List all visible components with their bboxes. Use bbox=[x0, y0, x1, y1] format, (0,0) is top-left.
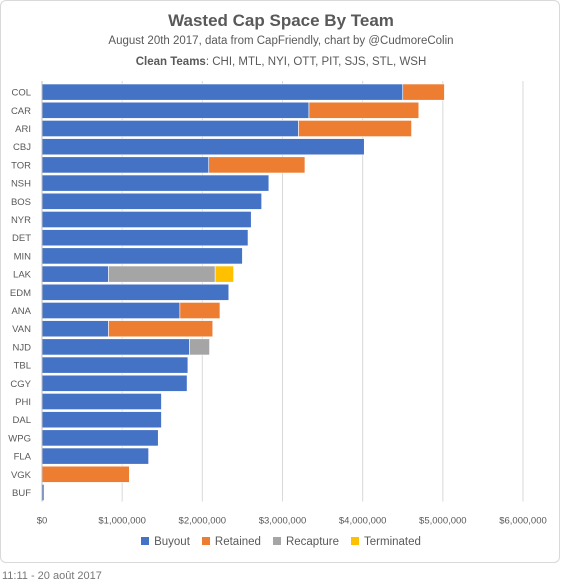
chart-legend: Buyout Retained Recapture Terminated bbox=[1, 536, 561, 548]
tweet-timestamp: 11:11 - 20 août 2017 bbox=[2, 570, 102, 582]
legend-swatch bbox=[201, 537, 210, 545]
category-label: TOR bbox=[11, 160, 31, 171]
bar-retained bbox=[179, 302, 221, 319]
category-label: CBJ bbox=[13, 142, 31, 153]
bar-recapture bbox=[189, 338, 210, 356]
legend-label: Buyout bbox=[154, 536, 190, 548]
bar-buyout bbox=[41, 247, 243, 265]
bar-retained bbox=[298, 120, 412, 137]
bar-buyout bbox=[41, 374, 188, 392]
category-label: NJD bbox=[13, 342, 32, 353]
bar-recapture bbox=[108, 265, 216, 283]
clean-teams-list: : CHI, MTL, NYI, OTT, PIT, SJS, STL, WSH bbox=[205, 56, 427, 68]
category-label: WPG bbox=[8, 433, 31, 444]
bar-buyout bbox=[41, 429, 159, 447]
category-label: PHI bbox=[15, 397, 31, 408]
x-tick-label: $4,000,000 bbox=[339, 516, 387, 527]
category-label: VAN bbox=[12, 324, 31, 335]
bar-buyout bbox=[41, 83, 404, 101]
category-label: DAL bbox=[13, 415, 31, 426]
x-tick-label: $0 bbox=[37, 516, 48, 527]
category-label: NSH bbox=[11, 179, 31, 190]
legend-item-buyout: Buyout bbox=[141, 536, 190, 548]
bar-buyout bbox=[41, 192, 262, 210]
chart-card: Wasted Cap Space By Team August 20th 201… bbox=[0, 0, 560, 563]
bar-retained bbox=[402, 83, 445, 101]
category-label: EDM bbox=[10, 288, 31, 299]
bar-chart: COL CAR ARI CBJ TOR NSH BOS NYR DET MIN LAK EDM ANA V… bbox=[8, 81, 547, 527]
bar-retained bbox=[208, 156, 306, 174]
legend-item-terminated: Terminated bbox=[351, 536, 421, 548]
category-label: BOS bbox=[11, 197, 31, 208]
legend-item-retained: Retained bbox=[201, 536, 261, 548]
category-label: CGY bbox=[10, 379, 31, 390]
x-tick-label: $1,000,000 bbox=[98, 516, 146, 527]
legend-swatch bbox=[141, 537, 150, 545]
legend-label: Terminated bbox=[364, 536, 421, 548]
legend-swatch bbox=[272, 537, 281, 545]
x-tick-label: $3,000,000 bbox=[259, 516, 307, 527]
category-label: CAR bbox=[11, 106, 31, 117]
legend-swatch bbox=[351, 537, 360, 545]
bar-buyout bbox=[41, 174, 270, 192]
bar-buyout bbox=[41, 120, 299, 137]
legend-item-recapture: Recapture bbox=[272, 536, 340, 548]
bar-buyout bbox=[41, 229, 249, 247]
category-label: TBL bbox=[14, 361, 31, 372]
x-tick-label: $6,000,000 bbox=[499, 516, 547, 527]
bar-buyout bbox=[41, 283, 230, 301]
category-label: MIN bbox=[14, 251, 32, 262]
bar-buyout bbox=[41, 356, 189, 374]
chart-subtitle: August 20th 2017, data from CapFriendly,… bbox=[108, 35, 454, 47]
bar-buyout bbox=[41, 156, 210, 174]
bar-buyout bbox=[41, 302, 181, 319]
category-label: BUF bbox=[12, 488, 31, 499]
bar-retained bbox=[308, 101, 420, 119]
bar-terminated bbox=[214, 265, 234, 283]
bar-buyout bbox=[41, 265, 109, 283]
bar-retained bbox=[41, 465, 130, 483]
bar-buyout bbox=[41, 447, 149, 465]
x-tick-label: $5,000,000 bbox=[419, 516, 467, 527]
legend-label: Retained bbox=[214, 536, 261, 548]
legend-label: Recapture bbox=[285, 536, 340, 548]
bar-buyout bbox=[41, 211, 252, 228]
chart-title: Wasted Cap Space By Team bbox=[168, 11, 394, 30]
bar-retained bbox=[108, 320, 214, 338]
category-label: COL bbox=[11, 88, 31, 99]
bar-buyout bbox=[41, 338, 190, 356]
bar-buyout bbox=[41, 411, 162, 429]
category-label: NYR bbox=[11, 215, 31, 226]
category-label: ARI bbox=[15, 124, 31, 135]
bar-buyout bbox=[41, 138, 365, 156]
x-tick-label: $2,000,000 bbox=[179, 516, 227, 527]
bar-buyout bbox=[41, 101, 310, 119]
category-label: VGK bbox=[11, 470, 32, 481]
category-label: ANA bbox=[11, 306, 31, 317]
clean-teams-label: Clean Teams bbox=[135, 56, 206, 68]
category-label: LAK bbox=[13, 270, 32, 281]
clean-teams-line: Clean Teams: CHI, MTL, NYI, OTT, PIT, SJ… bbox=[1, 56, 561, 68]
category-label: FLA bbox=[14, 452, 32, 463]
category-label: DET bbox=[12, 233, 31, 244]
bar-buyout bbox=[41, 393, 162, 410]
bar-buyout bbox=[41, 320, 109, 338]
